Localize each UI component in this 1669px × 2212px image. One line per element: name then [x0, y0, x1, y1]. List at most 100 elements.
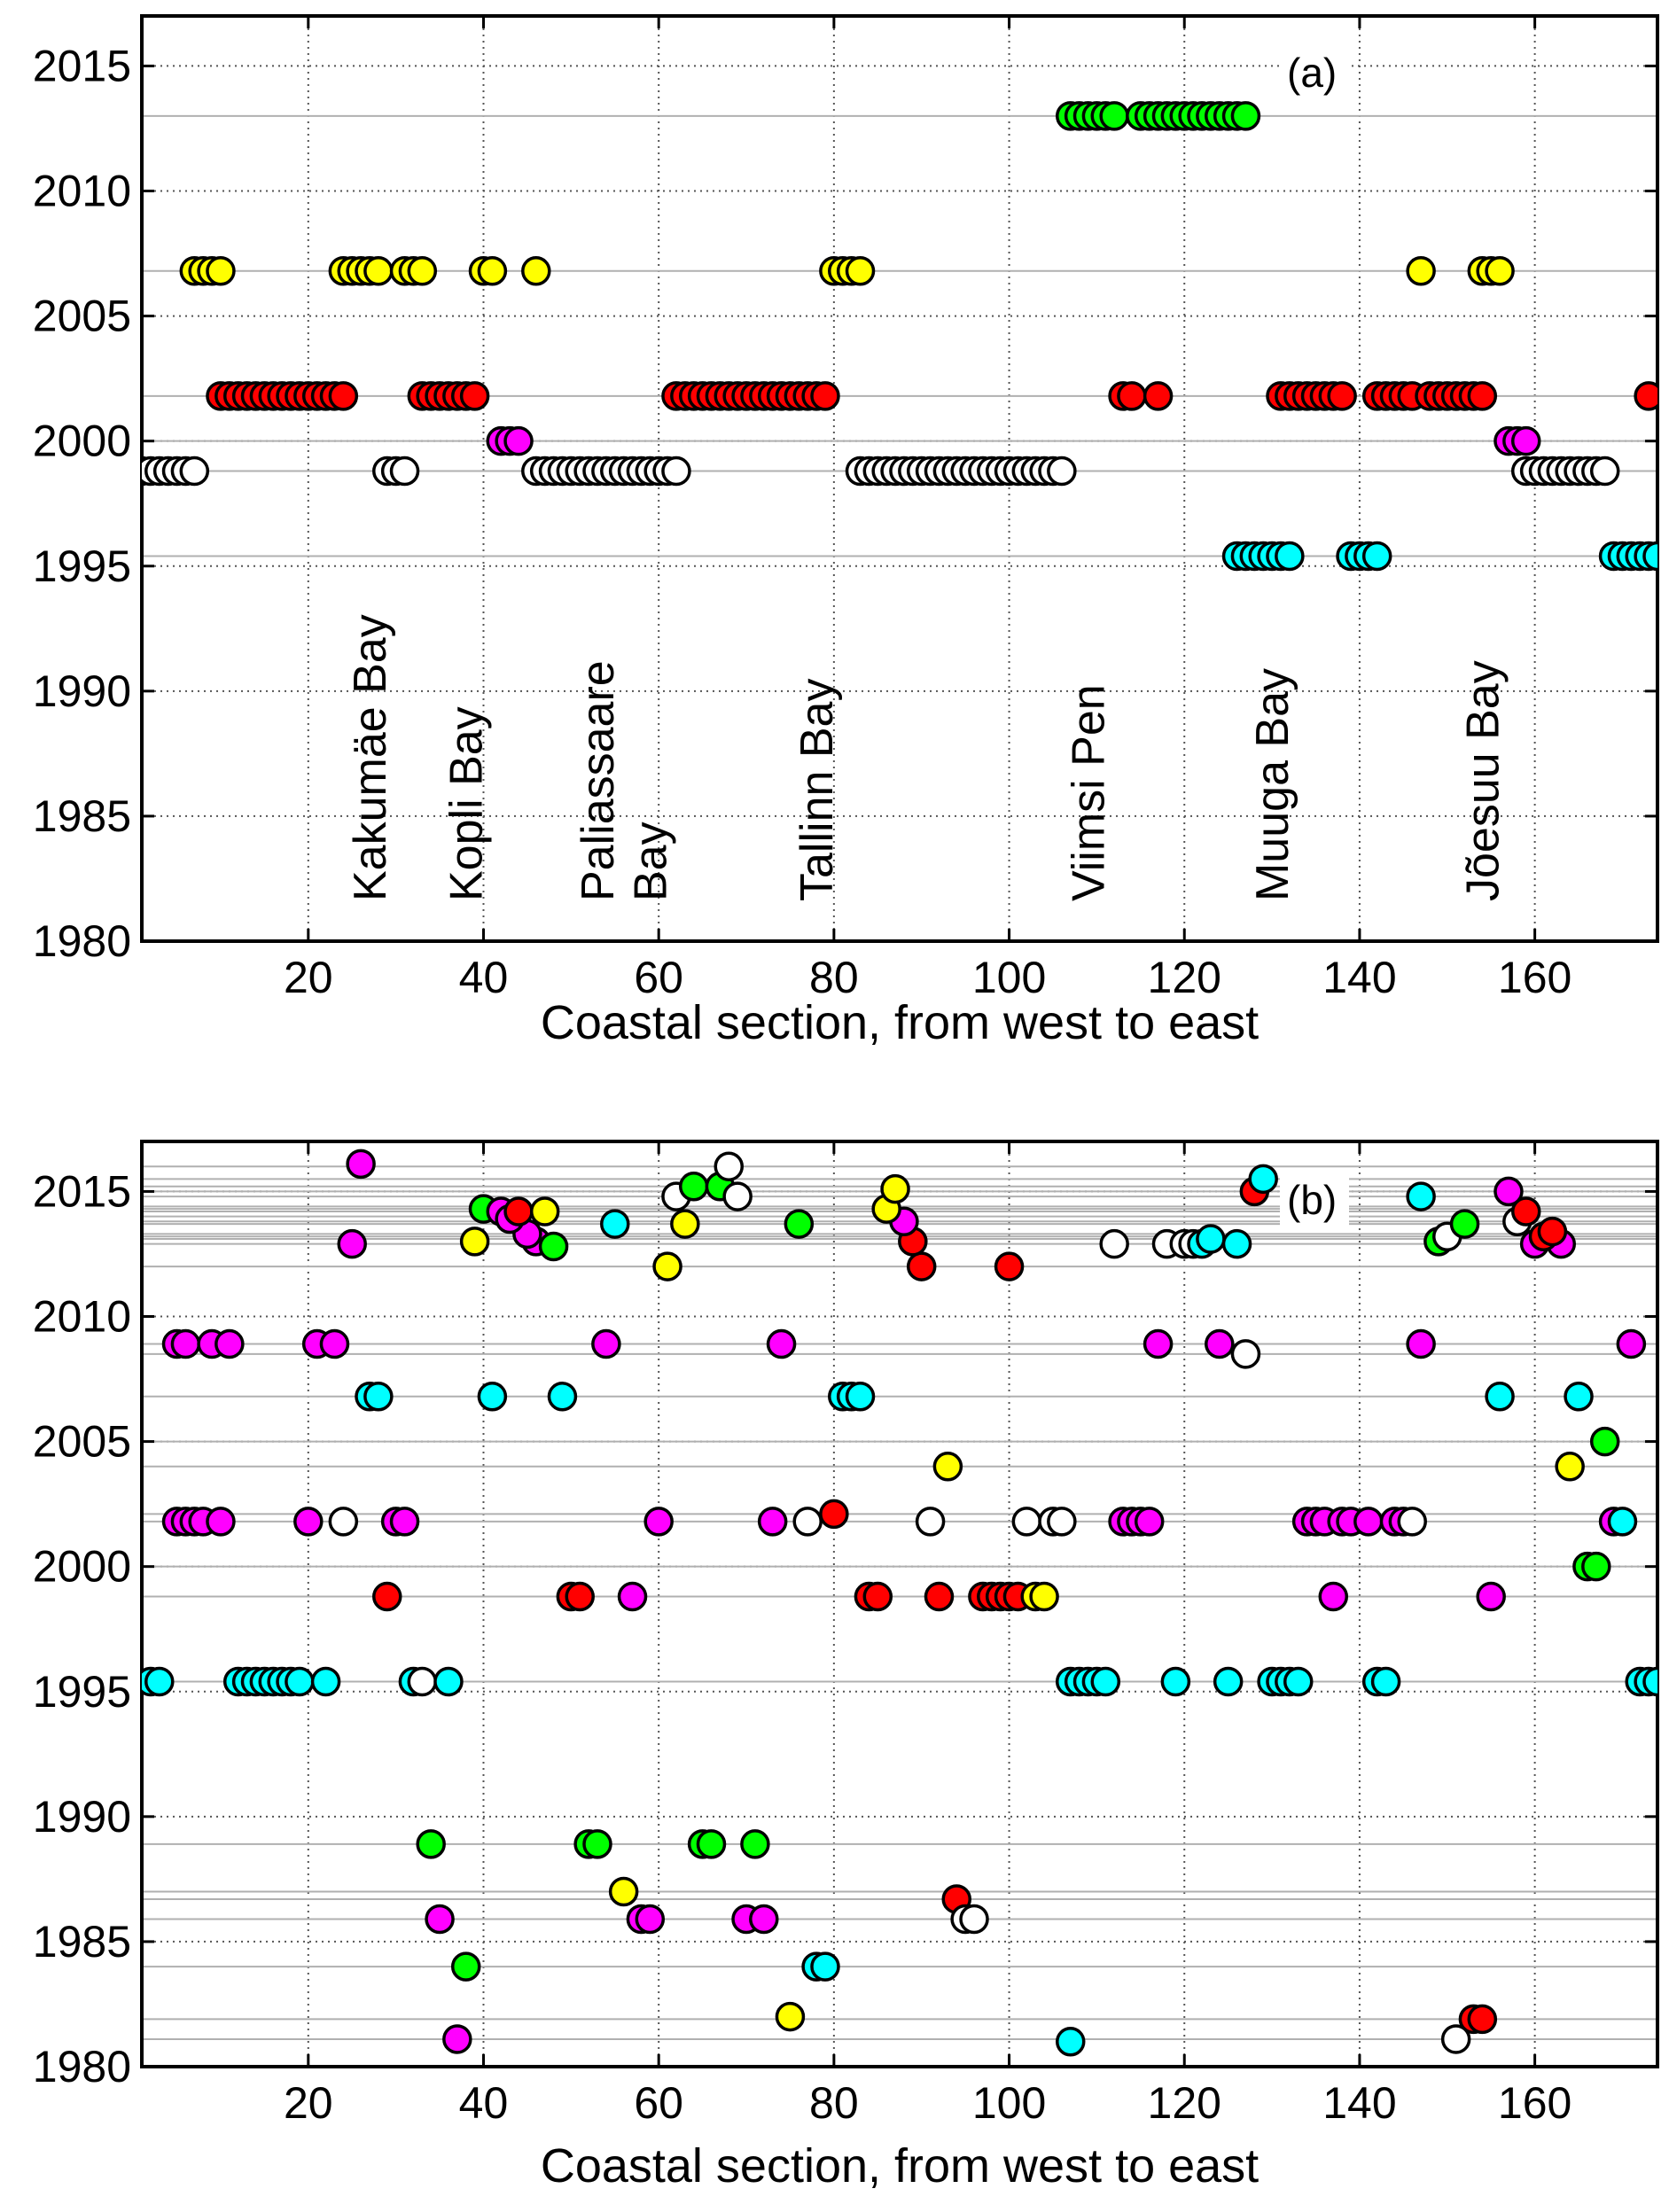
x-tick-label-100: 100 — [972, 2078, 1046, 2128]
data-point-green — [1589, 1426, 1620, 1457]
data-point-cyan — [1642, 1666, 1657, 1697]
panel-a-ticks: 20 40 60 80 100 120 140 160 1980 1985 1990 1995 2000… — [33, 16, 1657, 1002]
data-point-magenta — [389, 1507, 420, 1537]
data-point-magenta — [319, 1328, 350, 1359]
data-point-red — [810, 381, 840, 411]
y-tick-label-1990: 1990 — [33, 1792, 131, 1842]
data-point-cyan — [600, 1209, 630, 1239]
data-point-white — [1397, 1507, 1427, 1537]
data-point-white — [661, 456, 691, 487]
data-point-magenta — [1353, 1507, 1384, 1537]
data-point-cyan — [1221, 1228, 1252, 1259]
data-point-yellow — [608, 1876, 639, 1907]
data-point-magenta — [442, 2024, 472, 2054]
data-point-yellow — [363, 256, 394, 286]
data-point-yellow — [1029, 1581, 1059, 1612]
data-point-cyan — [1090, 1666, 1121, 1697]
data-point-green — [1230, 101, 1261, 131]
data-point-white — [179, 456, 210, 487]
data-point-white — [1589, 456, 1620, 487]
data-point-red — [1467, 381, 1498, 411]
data-point-cyan — [845, 1382, 876, 1412]
y-tick-label-2005: 2005 — [33, 1417, 131, 1467]
data-point-magenta — [617, 1581, 648, 1612]
data-point-green — [678, 1172, 709, 1202]
y-tick-label-1990: 1990 — [33, 666, 131, 716]
data-point-red — [503, 1196, 534, 1227]
data-point-red — [372, 1581, 402, 1612]
data-point-green — [1449, 1209, 1480, 1239]
points-group — [142, 101, 1657, 572]
x-tick-label-20: 20 — [284, 2078, 333, 2128]
data-point-red — [1537, 1216, 1568, 1247]
data-point-green — [538, 1231, 569, 1262]
data-point-red — [862, 1581, 893, 1612]
data-point-cyan — [477, 1382, 508, 1412]
data-point-white — [1047, 456, 1077, 487]
bay-label-0: Kakumäe Bay — [345, 614, 396, 901]
x-tick-label-120: 120 — [1148, 2078, 1221, 2128]
data-point-yellow — [670, 1209, 700, 1239]
y-tick-label-1985: 1985 — [33, 1917, 131, 1967]
data-point-white — [1099, 1228, 1129, 1259]
panel-a-tag-background — [1280, 50, 1349, 99]
data-point-white — [722, 1181, 753, 1211]
panel-a-points — [142, 101, 1657, 572]
panel-b-tag: (b) — [1287, 1177, 1337, 1223]
y-tick-label-1980: 1980 — [33, 2042, 131, 2091]
data-point-magenta — [1406, 1328, 1436, 1359]
data-point-green — [784, 1209, 815, 1239]
x-tick-label-160: 160 — [1498, 2078, 1572, 2128]
data-point-magenta — [1143, 1328, 1174, 1359]
data-point-cyan — [810, 1951, 840, 1982]
data-point-yellow — [1406, 256, 1436, 286]
x-tick-label-100: 100 — [972, 953, 1046, 1002]
data-point-white — [792, 1507, 823, 1537]
data-point-green — [1099, 101, 1129, 131]
data-point-cyan — [1283, 1666, 1314, 1697]
panel-b-ticks: 20 40 60 80 100 120 140 160 1980 1985 1990 1995 2000… — [33, 1141, 1657, 2128]
data-point-yellow — [206, 256, 236, 286]
data-point-red — [1327, 381, 1357, 411]
x-tick-label-20: 20 — [284, 953, 333, 1002]
data-point-magenta — [591, 1328, 621, 1359]
data-point-cyan — [1275, 541, 1305, 572]
data-point-magenta — [1318, 1581, 1349, 1612]
data-point-red — [1467, 2004, 1498, 2035]
y-tick-label-1980: 1980 — [33, 916, 131, 966]
data-point-cyan — [1213, 1666, 1244, 1697]
data-point-white — [915, 1507, 946, 1537]
data-point-white — [1440, 2024, 1471, 2054]
x-tick-label-60: 60 — [634, 2078, 683, 2128]
data-point-white — [1230, 1339, 1261, 1369]
data-point-yellow — [652, 1251, 682, 1281]
data-point-green — [582, 1829, 612, 1859]
bay-label-5: Viimsi Pen — [1064, 684, 1115, 901]
data-point-yellow — [775, 2001, 806, 2032]
data-point-white — [714, 1151, 745, 1181]
data-point-cyan — [285, 1666, 315, 1697]
data-point-magenta — [757, 1507, 788, 1537]
bay-label-1: Kopli Bay — [441, 706, 493, 901]
data-point-cyan — [1406, 1181, 1436, 1211]
data-point-red — [328, 381, 359, 411]
panel-a-tag: (a) — [1287, 50, 1337, 96]
bay-label-3: Bay — [625, 822, 676, 901]
data-point-green — [1581, 1551, 1611, 1582]
data-point-magenta — [643, 1507, 674, 1537]
x-tick-label-140: 140 — [1322, 2078, 1396, 2128]
data-point-green — [416, 1829, 446, 1859]
data-point-cyan — [1160, 1666, 1191, 1697]
data-point-magenta — [337, 1228, 367, 1259]
data-point-cyan — [547, 1382, 578, 1412]
y-tick-label-1995: 1995 — [33, 1667, 131, 1717]
data-point-red — [565, 1581, 595, 1612]
data-point-yellow — [459, 1227, 490, 1257]
x-tick-label-60: 60 — [634, 953, 683, 1002]
data-point-white — [959, 1904, 989, 1935]
data-point-yellow — [529, 1196, 560, 1227]
panel-a: 20 40 60 80 100 120 140 160 1980 1985 1990 1995 2000… — [33, 14, 1659, 1049]
data-point-white — [407, 1666, 438, 1697]
data-point-cyan — [1055, 2027, 1086, 2057]
